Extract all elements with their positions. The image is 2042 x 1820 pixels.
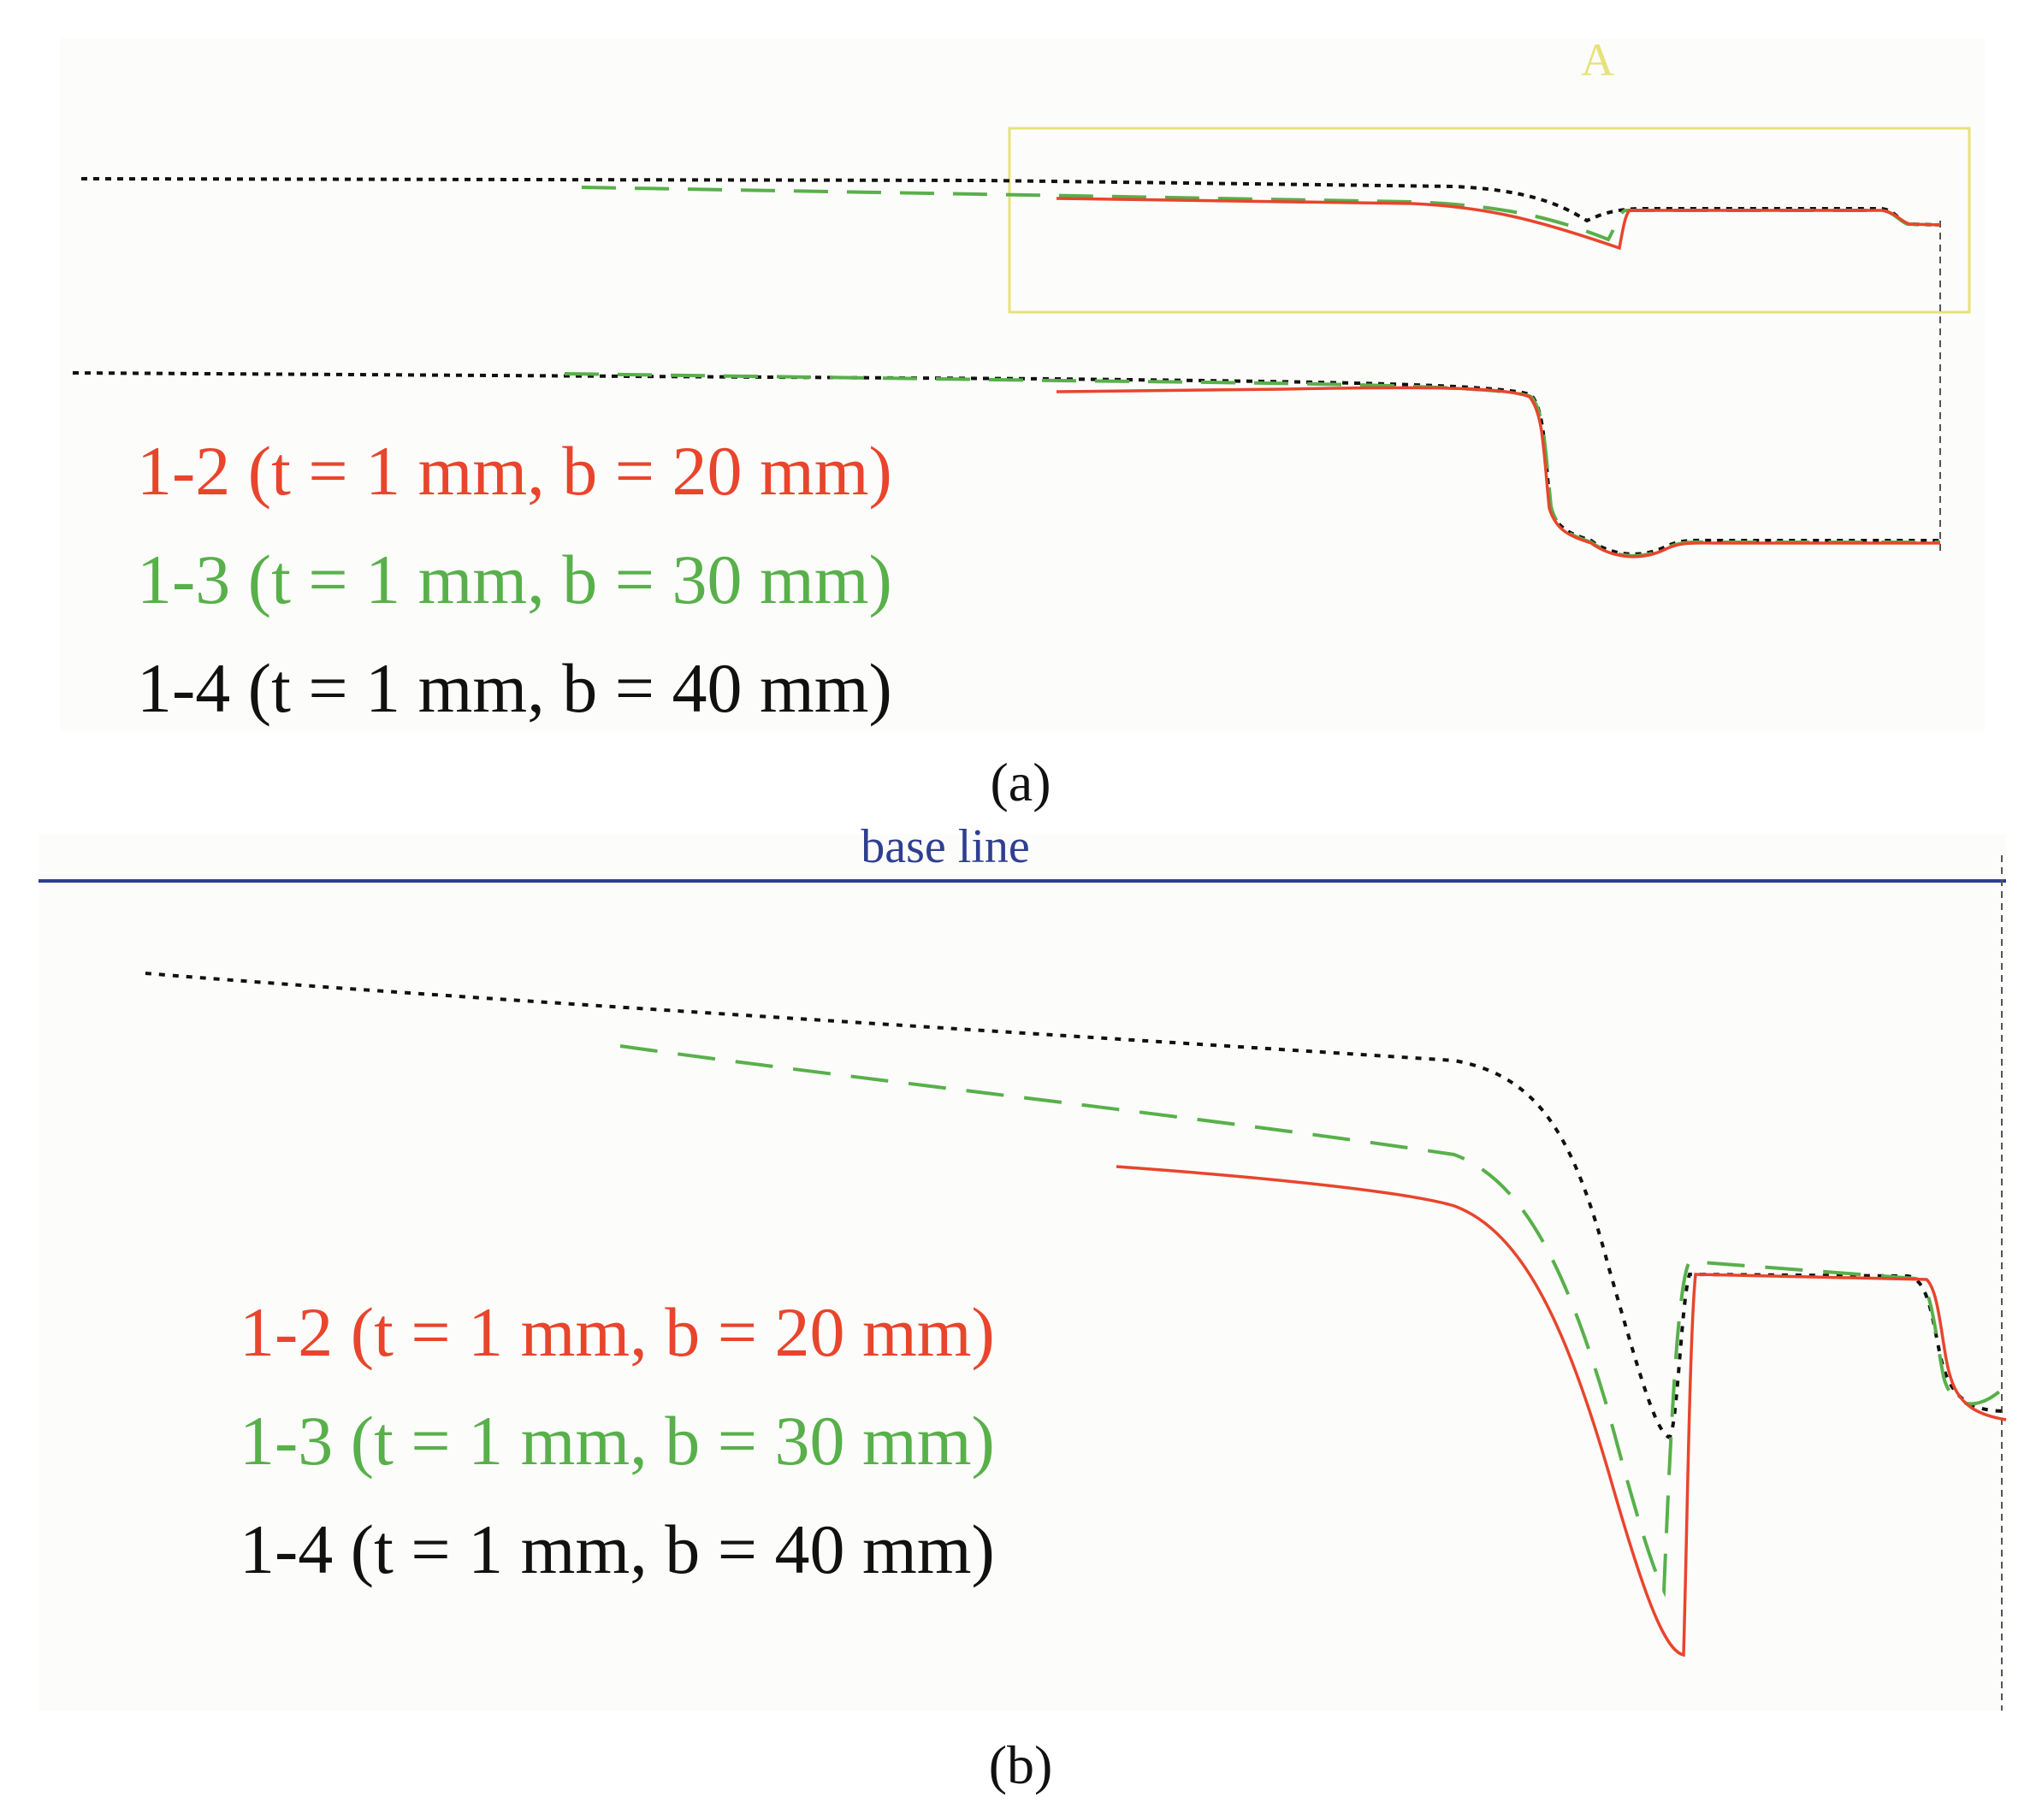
panel-b: base line 1-2 (t = 1 mm, b = 20 mm) 1-3 … (38, 820, 2008, 1795)
profile-a-top-red (1056, 197, 1941, 251)
legend-a-item-black: 1-4 (t = 1 mm, b = 40 mm) (137, 649, 892, 727)
panel-b-caption: (b) (989, 1734, 1053, 1795)
legend-b-item-black: 1-4 (t = 1 mm, b = 40 mm) (240, 1510, 995, 1588)
profile-b-red (1116, 1165, 2007, 1658)
profile-b-green (619, 1044, 2008, 1598)
legend-b-item-red: 1-2 (t = 1 mm, b = 20 mm) (240, 1293, 995, 1371)
legend-a-item-red: 1-2 (t = 1 mm, b = 20 mm) (137, 432, 892, 510)
panel-b-background (38, 834, 2006, 1711)
profile-a-bottom-green (564, 372, 1940, 558)
legend-a-item-green: 1-3 (t = 1 mm, b = 30 mm) (137, 541, 892, 618)
zoom-box-label: A (1581, 34, 1614, 86)
panel-a-background (60, 38, 1985, 731)
profile-a-bottom-black (72, 371, 1940, 556)
legend-b-item-green: 1-3 (t = 1 mm, b = 30 mm) (240, 1402, 995, 1480)
baseline-label: base line (861, 820, 1029, 873)
profile-a-bottom-red (1056, 386, 1940, 558)
panel-a-caption: (a) (990, 752, 1051, 812)
zoom-box-a (1008, 127, 1971, 314)
panel-a: A 1-2 (t = 1 mm, b = 20 mm) 1-3 (t = 1 m… (60, 34, 1985, 812)
